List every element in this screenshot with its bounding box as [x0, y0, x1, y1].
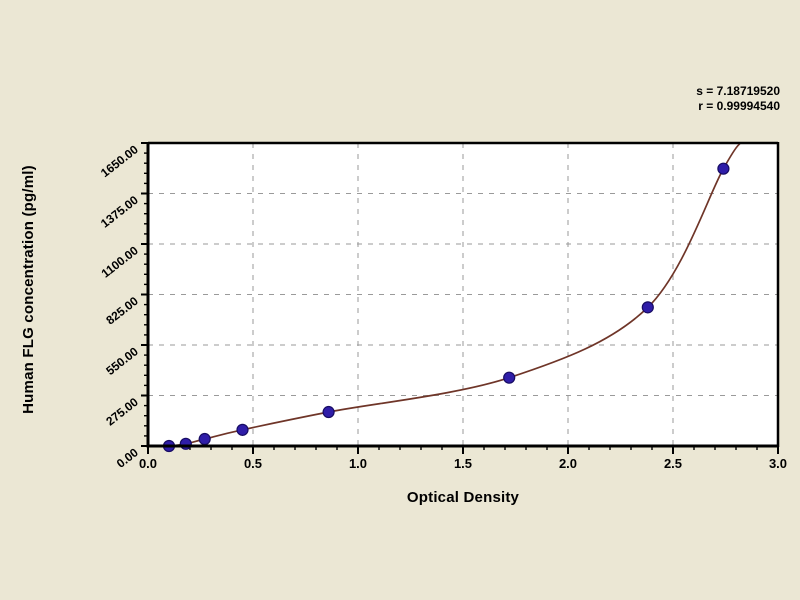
stat-s: s = 7.18719520 — [696, 84, 780, 98]
x-tick-label: 0.5 — [244, 456, 262, 471]
y-tick-label: 275.00 — [103, 395, 141, 429]
x-axis-title: Optical Density — [406, 489, 520, 506]
data-point — [503, 371, 516, 384]
data-point — [322, 405, 335, 419]
fit-statistics: s = 7.18719520 r = 0.99994540 — [696, 84, 780, 114]
y-tick-label: 1100.00 — [99, 243, 142, 281]
y-tick-label: 550.00 — [103, 344, 141, 378]
y-tick-label: 825.00 — [103, 294, 141, 328]
plot-area — [148, 143, 778, 446]
y-tick-label: 1375.00 — [98, 193, 141, 231]
x-tick-label: 3.0 — [769, 456, 787, 471]
x-tick-label: 1.0 — [349, 456, 367, 471]
x-tick-label: 2.0 — [559, 456, 577, 471]
x-tick-label: 1.5 — [454, 456, 472, 471]
data-point — [179, 437, 192, 450]
x-tick-label: 2.5 — [664, 456, 682, 471]
x-tick-label: 0.0 — [139, 456, 157, 471]
data-point — [236, 423, 249, 436]
data-point — [641, 301, 654, 314]
data-point — [717, 162, 730, 175]
y-tick-label: 0.00 — [114, 445, 141, 471]
stat-r: r = 0.99994540 — [698, 99, 780, 113]
y-axis-title: Human FLG concentration (pg/ml) — [20, 165, 37, 414]
data-point — [198, 432, 211, 446]
y-tick-label: 1650.00 — [98, 142, 141, 180]
